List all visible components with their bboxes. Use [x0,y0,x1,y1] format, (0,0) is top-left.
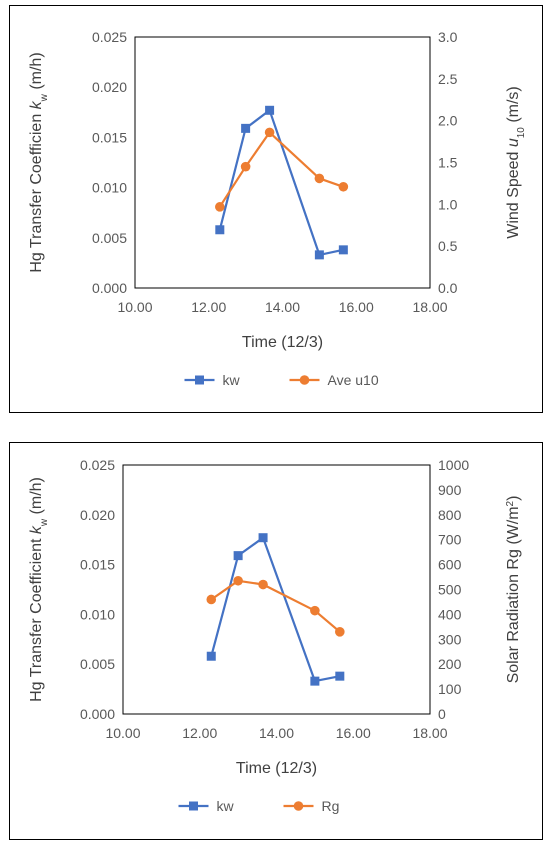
data-point-kw [265,105,275,115]
legend-label: kw [217,798,235,814]
y-tick-label-left: 0.025 [80,457,115,473]
x-axis-title: Time (12/3) [242,334,323,351]
series-line-rg [210,579,341,633]
y-tick-label-right: 2.0 [438,113,458,129]
data-point-rg [233,575,243,586]
chart-panel-kw-vs-wind-speed: 0.000 0.005 0.010 0.015 0.020 0.025 0.0 0.5 1.0 1… [9,5,543,413]
data-point-kw [206,651,216,661]
legend-marker-circle [299,375,310,385]
data-point-kw [310,676,320,686]
y-tick-label-left: 0.000 [80,706,115,722]
plot-area-frame [122,464,431,715]
legend-label: Rg [322,798,340,814]
y-tick-label-right: 0.0 [438,280,458,296]
y-axis-title-right: Wind Speed u10 (m/s) [505,86,527,239]
chart-svg: 0.000 0.005 0.010 0.015 0.020 0.025 0.0 0.5 1.0 1… [28,29,527,388]
y-tick-label-left: 0.025 [92,29,127,45]
y-axis-title-left: Hg Transfer Coefficien kw (m/h) [28,52,50,272]
data-point-ave-u10 [264,127,275,138]
y-axis-title-left: Hg Transfer Coefficient kw (m/h) [28,477,50,702]
data-point-kw [215,225,225,235]
data-point-rg [258,579,268,590]
y-tick-label-right: 900 [438,482,462,498]
y-tick-label-right: 1.5 [438,155,458,171]
y-tick-label-left: 0.020 [80,507,115,523]
data-point-rg [206,594,217,605]
y-tick-label-right: 2.5 [438,71,458,87]
y-tick-label-left: 0.020 [92,79,127,95]
x-tick-label: 14.00 [259,725,294,741]
y-tick-label-right: 200 [438,656,462,672]
y-tick-label-left: 0.005 [92,230,127,246]
data-point-ave-u10 [338,181,349,192]
x-tick-label: 14.00 [265,299,300,315]
y-tick-label-right: 500 [438,582,462,598]
data-point-ave-u10 [240,161,251,172]
x-tick-label: 18.00 [412,725,447,741]
legend-marker-square [189,801,198,811]
y-tick-label-left: 0.010 [92,180,127,196]
x-tick-label: 12.00 [182,725,217,741]
y-tick-label-right: 800 [438,507,462,523]
legend-marker-square [195,375,204,385]
data-point-kw [338,245,348,255]
y-tick-label-left: 0.015 [80,557,115,573]
x-tick-label: 18.00 [412,299,447,315]
series-line-kw [218,109,344,256]
y-tick-label-left: 0.005 [80,656,115,672]
y-tick-label-right: 1000 [438,457,469,473]
y-tick-label-right: 700 [438,532,462,548]
data-point-rg [335,627,345,637]
y-tick-label-right: 3.0 [438,29,458,45]
y-tick-label-right: 300 [438,631,462,647]
y-tick-label-right: 0.5 [438,238,458,254]
x-tick-label: 10.00 [105,725,140,741]
y-tick-label-right: 100 [438,681,462,697]
y-tick-label-left: 0.015 [92,129,127,145]
legend-label: Ave u10 [328,372,379,388]
y-tick-label-right: 0 [438,706,446,722]
data-point-kw [233,551,243,561]
y-axis-title-right: Solar Radiation Rg (W/m2) [505,496,523,684]
data-point-kw [258,533,268,543]
y-tick-label-left: 0.010 [80,606,115,622]
y-tick-label-right: 600 [438,557,462,573]
data-point-ave-u10 [314,173,325,184]
data-point-rg [310,605,320,616]
data-point-kw [335,671,345,681]
chart-panel-kw-vs-solar-radiation: 0.000 0.005 0.010 0.015 0.020 0.025 0 100 200 300… [9,442,543,840]
y-tick-label-right: 400 [438,606,462,622]
x-tick-label: 16.00 [339,299,374,315]
x-tick-label: 10.00 [117,299,152,315]
legend-marker-circle [293,801,304,811]
data-point-kw [241,123,251,133]
x-tick-label: 12.00 [191,299,226,315]
data-point-kw [314,250,324,260]
chart-svg: 0.000 0.005 0.010 0.015 0.020 0.025 0 100 200 300… [28,457,523,814]
x-axis-title: Time (12/3) [236,760,317,777]
series-line-kw [210,536,341,683]
data-point-ave-u10 [215,202,225,212]
plot-area-frame [134,36,431,289]
series-line-ave-u10 [218,131,344,208]
legend-label: kw [223,372,241,388]
x-tick-label: 16.00 [336,725,371,741]
y-tick-label-left: 0.000 [92,280,127,296]
y-tick-label-right: 1.0 [438,196,458,212]
